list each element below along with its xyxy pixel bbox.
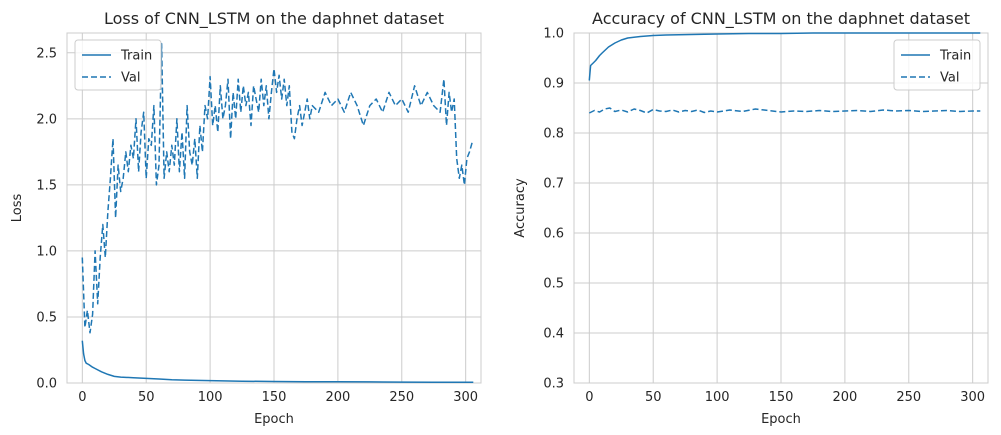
loss-lines [81, 42, 474, 383]
accuracy-tick-labels: 0 50 100 150 200 250 300 0.3 0.4 0.5 0.6 0.7 0.8 0.9 1… [543, 27, 985, 406]
accuracy-y-tick-label: 0.9 [543, 77, 564, 92]
loss-y-tick-label: 0.5 [36, 310, 57, 325]
accuracy-y-tick-label: 0.4 [543, 327, 564, 342]
loss-tick-labels: 0 50 100 150 200 250 300 0.0 0.5 1.0 1.5 2.0 2.5 [36, 46, 478, 405]
loss-y-tick-label: 2.0 [36, 112, 57, 127]
loss-x-tick-label: 0 [78, 390, 86, 405]
accuracy-legend-val-label: Val [940, 71, 959, 86]
accuracy-x-tick-label: 300 [960, 390, 985, 405]
accuracy-y-tick-label: 0.5 [543, 277, 564, 292]
loss-y-tick-label: 2.5 [36, 46, 57, 61]
accuracy-x-tick-label: 250 [896, 390, 921, 405]
loss-legend-box [74, 39, 162, 91]
accuracy-x-tick-label: 50 [645, 390, 662, 405]
accuracy-x-tick-label: 0 [585, 390, 593, 405]
accuracy-val-line [588, 107, 981, 114]
loss-y-tick-label: 0.0 [36, 377, 57, 392]
accuracy-x-tick-label: 200 [832, 390, 857, 405]
loss-x-axis-label: Epoch [254, 412, 294, 427]
accuracy-lines [588, 32, 981, 114]
accuracy-legend-train-label: Train [939, 49, 971, 64]
loss-legend-train-label: Train [120, 49, 152, 64]
accuracy-panel: 0 50 100 150 200 250 300 0.3 0.4 0.5 0.6 0.7 0.8 0.9 1… [513, 9, 989, 427]
accuracy-y-tick-label: 0.6 [543, 227, 564, 242]
accuracy-train-line [588, 32, 981, 81]
loss-x-tick-label: 200 [325, 390, 350, 405]
accuracy-x-tick-label: 150 [769, 390, 794, 405]
loss-y-tick-label: 1.5 [36, 178, 57, 193]
loss-legend-val-label: Val [121, 71, 140, 86]
loss-y-axis-label: Loss [10, 194, 25, 223]
accuracy-legend-box [893, 39, 981, 91]
loss-chart-title: Loss of CNN_LSTM on the daphnet dataset [104, 9, 444, 29]
accuracy-chart-title: Accuracy of CNN_LSTM on the daphnet data… [592, 9, 970, 29]
loss-x-tick-label: 250 [389, 390, 414, 405]
accuracy-y-tick-label: 0.7 [543, 177, 564, 192]
loss-train-line [81, 340, 474, 383]
loss-y-tick-label: 1.0 [36, 244, 57, 259]
accuracy-legend: Train Val [893, 39, 981, 91]
accuracy-y-tick-label: 0.8 [543, 127, 564, 142]
loss-panel: 0 50 100 150 200 250 300 0.0 0.5 1.0 1.5 2.0 2.5 Los… [10, 9, 482, 427]
accuracy-x-axis-label: Epoch [761, 412, 801, 427]
accuracy-y-axis-label: Accuracy [513, 178, 528, 238]
accuracy-x-tick-label: 100 [705, 390, 730, 405]
accuracy-y-tick-label: 0.3 [543, 377, 564, 392]
loss-legend: Train Val [74, 39, 162, 91]
accuracy-y-tick-label: 1.0 [543, 27, 564, 42]
loss-x-tick-label: 150 [262, 390, 287, 405]
loss-x-tick-label: 300 [453, 390, 478, 405]
loss-x-tick-label: 100 [198, 390, 223, 405]
loss-val-line [81, 42, 473, 334]
loss-x-tick-label: 50 [138, 390, 155, 405]
